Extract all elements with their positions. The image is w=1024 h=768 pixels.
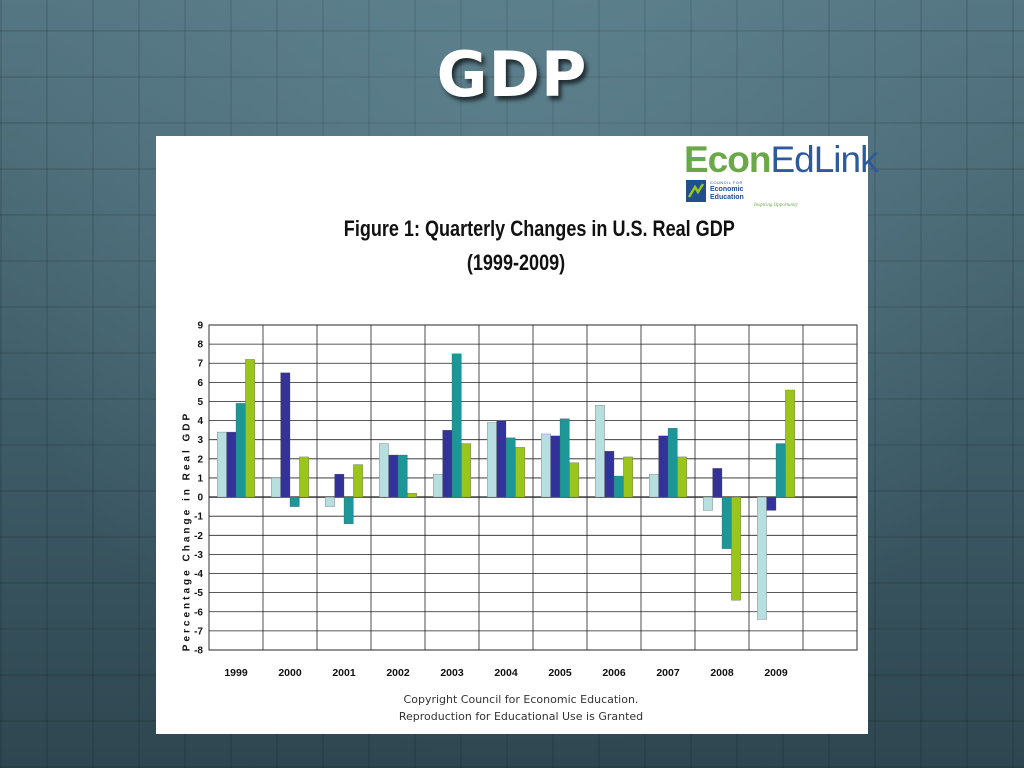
bar-2003-q1 (433, 473, 443, 498)
bar-2009-q1 (757, 496, 767, 620)
x-tick-label: 2004 (494, 667, 518, 679)
x-tick-label: 2003 (440, 667, 464, 679)
bar-2007-q1 (649, 473, 659, 498)
bar-2002-q2 (388, 454, 399, 498)
y-tick-label: 4 (197, 416, 203, 427)
bar-2006-q3 (613, 475, 624, 498)
bar-2006-q1 (595, 405, 605, 498)
bar-2004-q2 (496, 420, 507, 498)
logo-wordmark: EconEdLink (684, 138, 879, 182)
bar-2003-q2 (442, 429, 453, 498)
y-tick-label: 6 (197, 378, 203, 389)
y-tick-label: 0 (197, 493, 203, 504)
bar-chart: 9 8 7 6 5 4 3 2 1 0 -1 -2 -3 -4 -5 -6 -7 -8 1999 2000 2001 20… (194, 321, 858, 679)
x-tick-label: 2009 (764, 667, 788, 679)
copyright-line1: Copyright Council for Economic Education… (403, 693, 639, 706)
bar-2008-q2 (712, 468, 723, 498)
bar-2004-q1 (487, 422, 497, 498)
copyright-line2: Reproduction for Educational Use is Gran… (398, 710, 644, 723)
y-tick-label: -4 (194, 569, 203, 580)
bar-2004-q4 (515, 447, 525, 498)
bar-2007-q2 (658, 435, 669, 498)
bar-2001-q2 (334, 473, 345, 498)
slide-title: GDP (436, 38, 588, 111)
bar-2002-q1 (379, 443, 389, 498)
bar-1999-q1 (217, 431, 227, 498)
logo-council-line: COUNCIL FOR (710, 180, 743, 185)
logo-tagline: Inspiring Opportunity (754, 203, 799, 208)
y-tick-label: 7 (197, 359, 203, 370)
x-tick-label: 2001 (332, 667, 356, 679)
bar-2009-q4 (785, 389, 795, 498)
copyright-notice: Copyright Council for Economic Education… (316, 691, 726, 725)
x-tick-label: 2000 (278, 667, 302, 679)
y-tick-label: -2 (194, 531, 203, 542)
bar-2000-q1 (271, 477, 281, 498)
bar-1999-q2 (226, 431, 237, 498)
bar-1999-q3 (235, 403, 246, 498)
bar-2000-q3 (289, 496, 300, 507)
y-tick-label: -5 (194, 588, 203, 599)
logo-org-name: Economic Education (710, 186, 744, 202)
bar-2007-q4 (677, 456, 687, 498)
bar-2000-q2 (280, 372, 291, 498)
y-tick-label: -7 (194, 626, 203, 637)
y-tick-label: 5 (197, 397, 203, 408)
x-tick-label: 2002 (386, 667, 410, 679)
chart-panel: EconEdLink COUNCIL FOR Economic Educatio… (156, 136, 879, 734)
logo-econ-text: Econ (684, 139, 771, 180)
x-tick-label: 2005 (548, 667, 572, 679)
y-tick-label: 3 (197, 435, 203, 446)
x-tick-label: 2006 (602, 667, 626, 679)
bar-2008-q1 (703, 496, 713, 511)
y-tick-label: 9 (197, 321, 203, 332)
bar-2004-q3 (505, 437, 516, 498)
chart-title-line1: Figure 1: Quarterly Changes in U.S. Real… (343, 216, 735, 241)
bar-2006-q2 (604, 451, 615, 498)
bar-2001-q4 (353, 464, 363, 498)
y-tick-label: -8 (194, 646, 203, 657)
bar-2003-q3 (451, 353, 462, 498)
bar-1999-q4 (245, 359, 255, 498)
y-tick-label: 1 (197, 473, 203, 484)
x-tick-label: 2007 (656, 667, 680, 679)
bar-2005-q3 (559, 418, 570, 498)
bar-2003-q4 (461, 443, 471, 498)
bar-2009-q3 (775, 443, 786, 498)
bar-2007-q3 (667, 428, 678, 498)
bar-2005-q2 (550, 435, 561, 498)
y-tick-label: -1 (194, 512, 203, 523)
logo-org-line1: Economic (710, 186, 744, 193)
y-tick-label: -3 (194, 550, 203, 561)
bar-2001-q1 (325, 496, 335, 507)
bar-2000-q4 (299, 456, 309, 498)
bar-2005-q1 (541, 433, 551, 498)
x-tick-label: 2008 (710, 667, 734, 679)
bar-2005-q4 (569, 462, 579, 498)
y-tick-label: 8 (197, 340, 203, 351)
y-tick-label: 2 (197, 454, 203, 465)
cee-mark-icon (686, 180, 706, 202)
bar-2006-q4 (623, 456, 633, 498)
bar-2002-q3 (397, 454, 408, 498)
logo-org-line2: Education (710, 194, 744, 201)
bar-2008-q3 (721, 496, 732, 549)
bar-2008-q4 (731, 496, 741, 601)
econedlink-logo: EconEdLink COUNCIL FOR Economic Educatio… (684, 138, 879, 210)
bar-2002-q4 (407, 493, 417, 498)
y-tick-label: -6 (194, 607, 203, 618)
bar-2009-q2 (766, 496, 777, 511)
bar-2001-q3 (343, 496, 354, 524)
x-tick-label: 1999 (224, 667, 248, 679)
logo-edlink-text: EdLink (770, 139, 878, 180)
chart-title-line2: (1999-2009) (466, 250, 566, 275)
chart-title: Figure 1: Quarterly Changes in U.S. Real… (343, 212, 735, 280)
